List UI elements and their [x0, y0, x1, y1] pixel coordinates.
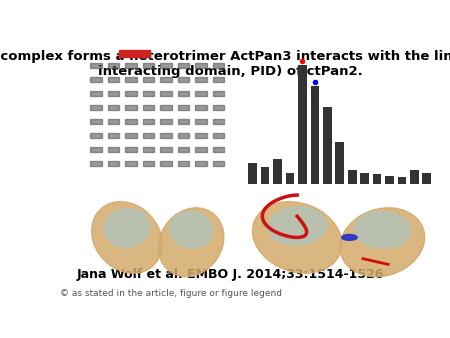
Bar	[125, 77, 137, 82]
Bar	[125, 161, 137, 166]
Bar	[125, 119, 137, 124]
Bar	[286, 173, 294, 184]
Bar	[212, 63, 224, 68]
Bar	[125, 63, 137, 68]
Bar	[108, 147, 119, 152]
Bar	[212, 119, 224, 124]
Ellipse shape	[91, 202, 162, 273]
Bar	[273, 159, 282, 184]
Bar	[373, 174, 382, 184]
Bar	[90, 91, 102, 96]
Bar	[108, 161, 119, 166]
Bar	[178, 63, 189, 68]
Bar	[108, 105, 119, 110]
Ellipse shape	[268, 207, 326, 245]
Bar	[310, 86, 319, 184]
Bar	[90, 147, 102, 152]
Bar	[90, 119, 102, 124]
Bar	[143, 91, 154, 96]
Ellipse shape	[170, 212, 213, 248]
Bar	[108, 91, 119, 96]
Bar	[90, 105, 102, 110]
Text: Jana Wolf et al. EMBO J. 2014;33:1514-1526: Jana Wolf et al. EMBO J. 2014;33:1514-15…	[77, 268, 384, 281]
Bar	[261, 167, 270, 184]
Bar	[398, 177, 406, 184]
Bar	[90, 77, 102, 82]
Bar	[90, 63, 102, 68]
Ellipse shape	[158, 208, 224, 277]
Bar	[143, 133, 154, 138]
Bar	[108, 133, 119, 138]
Bar	[125, 91, 137, 96]
Bar	[178, 119, 189, 124]
Bar	[125, 133, 137, 138]
Bar	[195, 63, 207, 68]
Bar	[212, 133, 224, 138]
Bar	[143, 119, 154, 124]
Bar	[195, 133, 207, 138]
Bar	[119, 50, 150, 56]
Bar	[195, 105, 207, 110]
Bar	[108, 119, 119, 124]
Bar	[323, 107, 332, 184]
Bar	[160, 161, 171, 166]
Ellipse shape	[342, 235, 357, 240]
Bar	[195, 147, 207, 152]
Bar	[298, 65, 307, 184]
Bar	[178, 105, 189, 110]
Bar	[143, 77, 154, 82]
Bar	[90, 161, 102, 166]
Bar	[178, 161, 189, 166]
Bar	[212, 105, 224, 110]
Bar	[160, 147, 171, 152]
Bar	[212, 161, 224, 166]
Bar	[195, 161, 207, 166]
Bar	[160, 63, 171, 68]
Bar	[178, 147, 189, 152]
Text: The Pan2–Pan3 complex forms a heterotrimer ActPan3 interacts with the linker reg: The Pan2–Pan3 complex forms a heterotrim…	[0, 50, 450, 78]
Bar	[143, 63, 154, 68]
Bar	[108, 77, 119, 82]
Bar	[195, 77, 207, 82]
Ellipse shape	[104, 209, 150, 247]
Bar	[160, 133, 171, 138]
Bar	[195, 119, 207, 124]
Bar	[143, 161, 154, 166]
Bar	[178, 91, 189, 96]
Bar	[348, 170, 356, 184]
Bar	[212, 91, 224, 96]
Bar	[143, 147, 154, 152]
Bar	[212, 147, 224, 152]
Ellipse shape	[354, 212, 410, 248]
Text: JOURNAL: JOURNAL	[348, 324, 379, 330]
Bar	[108, 63, 119, 68]
Bar	[125, 105, 137, 110]
Bar	[160, 77, 171, 82]
Bar	[160, 119, 171, 124]
Bar	[90, 133, 102, 138]
Bar	[212, 77, 224, 82]
Ellipse shape	[340, 208, 425, 277]
Ellipse shape	[252, 202, 342, 273]
Bar	[178, 77, 189, 82]
Bar	[248, 163, 257, 184]
Bar	[195, 91, 207, 96]
Text: EMBO: EMBO	[336, 308, 391, 326]
Bar	[143, 105, 154, 110]
Bar	[360, 173, 369, 184]
Bar	[160, 105, 171, 110]
Bar	[160, 91, 171, 96]
Text: © as stated in the article, figure or figure legend: © as stated in the article, figure or fi…	[60, 289, 282, 298]
Bar	[178, 133, 189, 138]
Bar	[125, 147, 137, 152]
Bar	[335, 142, 344, 184]
Bar	[423, 173, 431, 184]
Text: THE: THE	[356, 304, 370, 310]
Bar	[385, 176, 394, 184]
Bar	[410, 170, 419, 184]
